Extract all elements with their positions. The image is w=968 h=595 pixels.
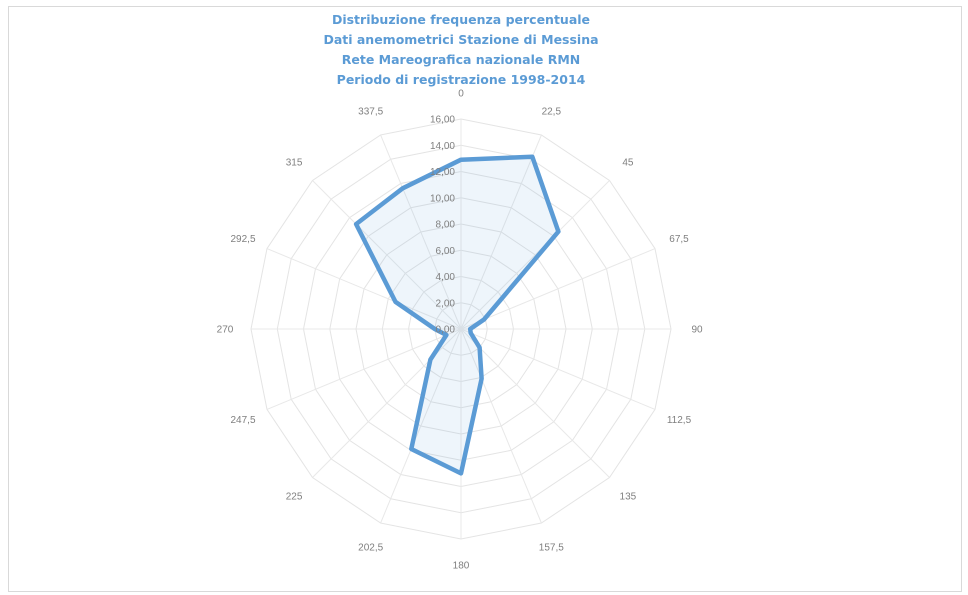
chart-title: Distribuzione frequenza percentuale Dati… <box>323 12 598 87</box>
tick-label: 8,00 <box>436 220 456 231</box>
direction-label: 135 <box>620 491 637 502</box>
radar-grid <box>250 118 672 540</box>
direction-label: 45 <box>622 158 634 169</box>
tick-label: 14,00 <box>430 141 455 152</box>
direction-label: 292,5 <box>230 234 255 245</box>
grid-spoke <box>460 134 542 330</box>
grid-spoke <box>380 134 462 330</box>
grid-spoke <box>312 180 462 330</box>
tick-label: 4,00 <box>436 272 456 283</box>
direction-label: 270 <box>217 325 234 336</box>
tick-label: 16,00 <box>430 115 455 126</box>
direction-label: 180 <box>453 561 470 572</box>
direction-label: 22,5 <box>542 107 562 118</box>
tick-label: 6,00 <box>436 246 456 257</box>
direction-label: 67,5 <box>669 234 689 245</box>
chart-frame: Distribuzione frequenza percentuale Dati… <box>8 6 962 592</box>
radial-tick-labels: 0,00 2,00 4,00 6,00 8,00 10,00 12,00 14,00 16,00 <box>430 115 455 336</box>
direction-label: 225 <box>286 491 303 502</box>
grid-spoke <box>460 328 542 524</box>
title-line-3: Rete Mareografica nazionale RMN <box>342 52 580 67</box>
grid-spoke <box>460 328 610 478</box>
title-line-2: Dati anemometrici Stazione di Messina <box>323 32 598 47</box>
direction-label: 0 <box>458 89 464 100</box>
grid-spoke <box>266 248 462 330</box>
direction-label: 112,5 <box>667 415 692 426</box>
radar-chart: Distribuzione frequenza percentuale Dati… <box>217 12 703 572</box>
direction-label: 337,5 <box>358 107 383 118</box>
series-line <box>353 154 561 476</box>
direction-label: 157,5 <box>539 543 564 554</box>
tick-label: 10,00 <box>430 193 455 204</box>
grid-spoke <box>460 180 610 330</box>
direction-label: 315 <box>286 158 303 169</box>
direction-label: 202,5 <box>358 543 383 554</box>
title-line-1: Distribuzione frequenza percentuale <box>332 12 590 27</box>
direction-labels: 0 22,5 45 67,5 90 112,5 135 157,5 180 202,5 225 247… <box>217 89 703 572</box>
grid-spoke <box>266 328 462 410</box>
tick-label: 2,00 <box>436 298 456 309</box>
direction-label: 247,5 <box>230 415 255 426</box>
radar-series <box>353 154 561 476</box>
grid-spoke <box>460 328 656 410</box>
direction-label: 90 <box>691 325 703 336</box>
title-line-4: Periodo di registrazione 1998-2014 <box>337 72 586 87</box>
tick-label: 12,00 <box>430 167 455 178</box>
grid-spoke <box>380 328 462 524</box>
tick-label: 0,00 <box>436 325 456 336</box>
grid-spoke <box>460 248 656 330</box>
